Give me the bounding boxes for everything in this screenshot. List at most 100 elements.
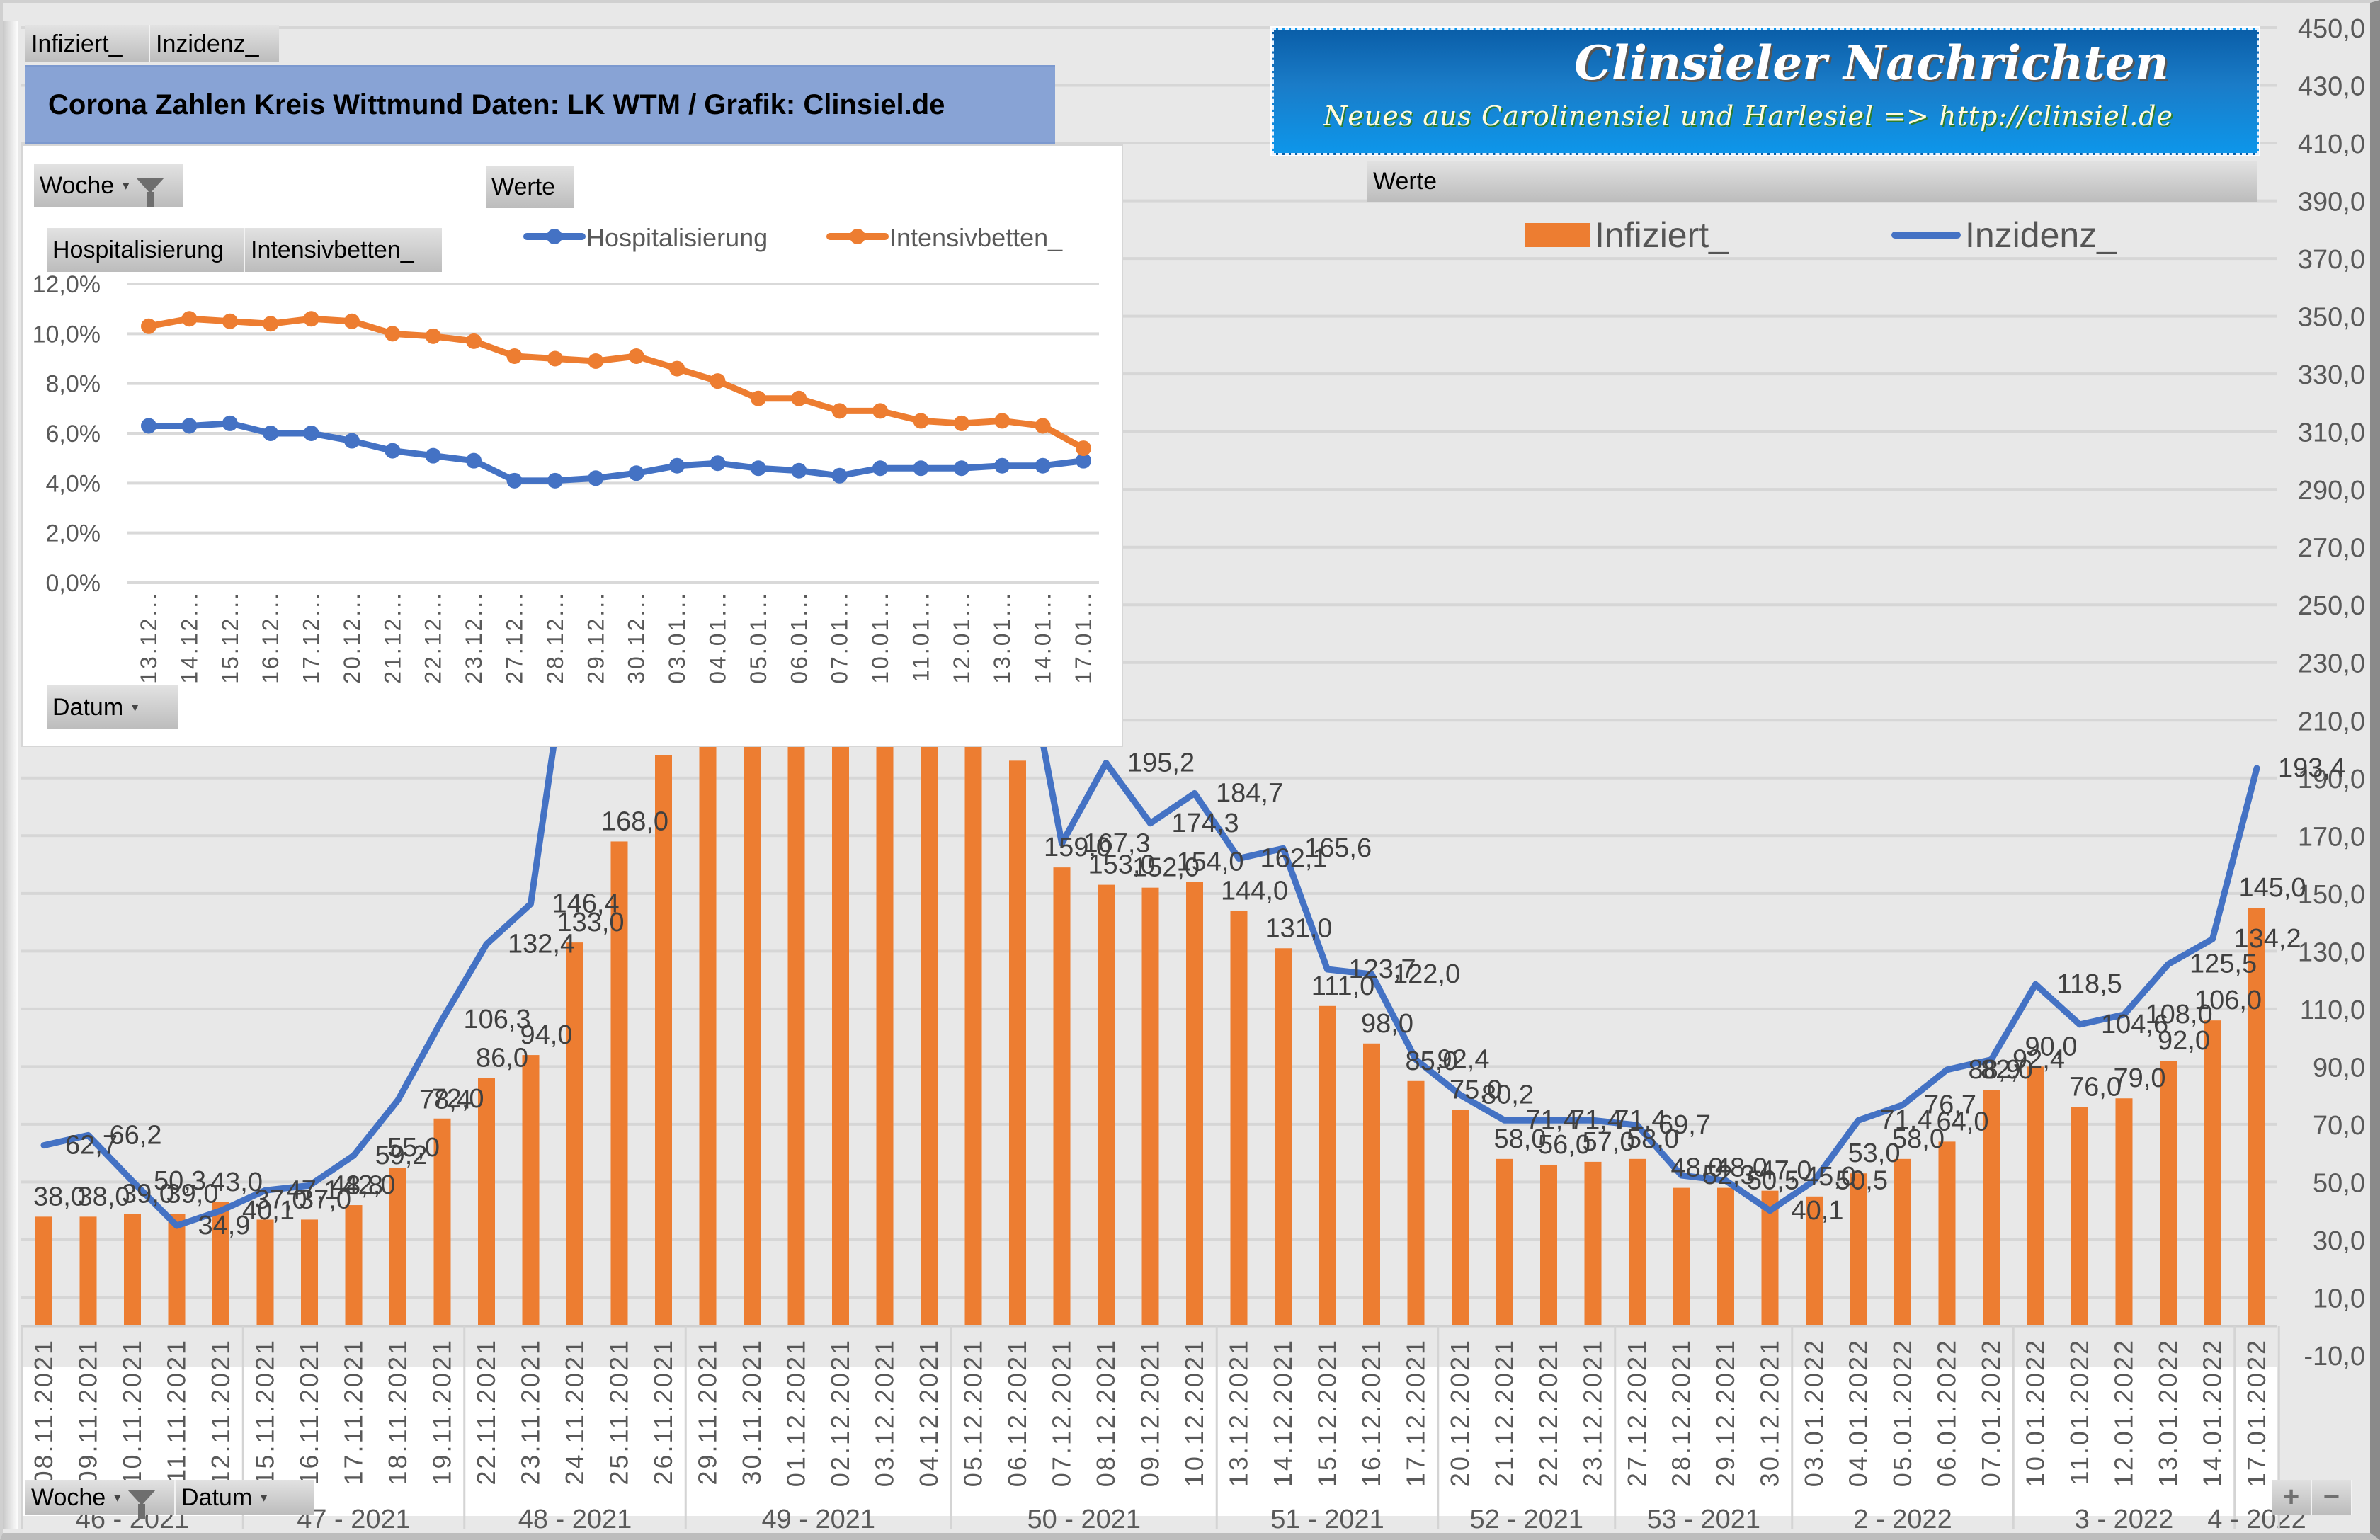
inzidenz-data-label: 34,9 (198, 1211, 251, 1240)
hospitalisierung-marker (547, 472, 563, 489)
y-tick-label: 350,0 (2298, 303, 2365, 333)
hospitalisation-inset-chart: Woche ▾ Werte Hospitalisierung Intensivb… (21, 144, 1123, 747)
infiziert-bar (566, 942, 583, 1357)
hospitalisierung-marker (222, 415, 238, 431)
main-data-labels: 38,038,039,039,043,037,037,042,055,072,0… (33, 748, 2345, 1240)
inset-x-category-label: 13.01... (989, 591, 1015, 684)
hospitalisierung-marker (343, 433, 360, 449)
inset-x-category-label: 30.12... (624, 591, 649, 684)
series-button-hospitalisierung[interactable]: Hospitalisierung (47, 228, 245, 272)
intensivbetten-marker (263, 316, 279, 332)
intensivbetten-marker (141, 318, 156, 334)
inset-x-category-label: 14.12... (176, 591, 202, 684)
inzidenz-data-label: 146,4 (552, 889, 620, 919)
x-category-label: 26.11.2021 (649, 1338, 678, 1485)
collapse-field-button[interactable]: − (2312, 1480, 2352, 1515)
intensivbetten-marker (913, 413, 929, 429)
y-tick-label: 370,0 (2298, 245, 2365, 275)
main-y-axis: 450,0 430,0 410,0 390,0 370,0 350,0 330,0 310,0… (2298, 14, 2365, 1371)
inset-x-category-label: 04.01... (705, 591, 730, 684)
inzidenz-data-label: 71,4 (1570, 1105, 1622, 1135)
infiziert-bar (787, 747, 805, 1357)
week-group-label: 49 - 2021 (761, 1505, 875, 1534)
x-category-label: 06.12.2021 (1003, 1338, 1032, 1487)
main-values-field-button[interactable]: Werte (1367, 161, 2257, 202)
infiziert-data-label: 39,0 (166, 1179, 219, 1209)
inzidenz-legend-line (1891, 232, 1961, 239)
expand-field-button[interactable]: + (2272, 1480, 2312, 1515)
x-category-label: 24.11.2021 (560, 1338, 589, 1485)
inzidenz-data-label: 118,5 (2057, 969, 2122, 999)
datum-axis-field-button[interactable]: Datum ▾ (176, 1480, 314, 1515)
x-category-label: 07.12.2021 (1047, 1338, 1076, 1487)
dropdown-icon: ▾ (123, 178, 130, 193)
x-category-label: 21.12.2021 (1490, 1338, 1519, 1487)
inset-x-category-label: 07.01... (827, 591, 853, 684)
main-x-axis: 08.11.2021 09.11.2021 10.11.2021 11.11.2021… (21, 1325, 2306, 1534)
inzidenz-data-label: 193,4 (2278, 753, 2345, 783)
inset-x-category-label: 05.01... (746, 591, 771, 684)
infiziert-data-label: 75,0 (1450, 1076, 1502, 1105)
hospitalisierung-marker (710, 455, 726, 472)
inzidenz-line-group (40, 705, 2260, 1229)
inzidenz-data-label: 40,1 (242, 1196, 295, 1226)
intensivbetten-marker (343, 313, 360, 329)
x-category-label: 12.11.2021 (206, 1338, 235, 1485)
infiziert-data-label: 76,0 (2069, 1072, 2122, 1102)
x-category-label: 08.12.2021 (1091, 1338, 1120, 1487)
inset-x-category-label: 22.12... (421, 591, 446, 684)
hospitalisierung-marker (994, 457, 1010, 474)
hospitalisierung-marker (263, 426, 279, 441)
intensivbetten-marker (872, 403, 889, 419)
inzidenz-data-label: 52,3 (1703, 1160, 1755, 1190)
x-category-label: 05.12.2021 (959, 1338, 988, 1487)
x-category-label: 18.11.2021 (383, 1338, 412, 1485)
x-category-label: 14.01.2022 (2198, 1338, 2227, 1487)
x-category-label: 15.12.2021 (1313, 1338, 1342, 1487)
inzidenz-data-label: 71,4 (1615, 1105, 1667, 1135)
category-band (21, 1367, 2277, 1516)
series-button-intensivbetten[interactable]: Intensivbetten_ (245, 228, 442, 272)
inzidenz-data-label: 104,6 (2101, 1010, 2168, 1039)
y-tick-label: 290,0 (2298, 476, 2365, 506)
intensivbetten-marker (750, 390, 766, 406)
inset-values-field-button[interactable]: Werte (486, 166, 574, 208)
infiziert-data-label: 48,0 (1715, 1153, 1767, 1183)
expand-collapse-buttons: + − (2272, 1480, 2352, 1515)
infiziert-bar (1983, 1090, 2000, 1357)
inset-x-category-label: 14.01... (1030, 591, 1056, 684)
x-category-label: 02.12.2021 (826, 1338, 855, 1487)
inset-y-tick-label: 4,0% (46, 470, 101, 497)
inset-chart-plot: Hospitalisierung Intensivbetten_ 12,0% 10… (33, 223, 1099, 684)
x-category-label: 23.12.2021 (1578, 1338, 1607, 1487)
infiziert-bar (1540, 1164, 1557, 1357)
inset-legend: Hospitalisierung Intensivbetten_ (523, 223, 1063, 252)
hospitalisierung-legend-marker (547, 229, 562, 244)
datum-axis-label: Datum (181, 1483, 253, 1511)
x-category-label: 25.11.2021 (605, 1338, 634, 1485)
woche-filter-button[interactable]: Woche ▾ (34, 164, 183, 207)
y-tick-label: 450,0 (2298, 14, 2365, 44)
pivot-tab-inzidenz[interactable]: Inzidenz_ (150, 25, 279, 62)
inset-y-axis: 12,0% 10,0% 8,0% 6,0% 4,0% 2,0% 0,0% (33, 271, 101, 597)
infiziert-bar (1230, 911, 1248, 1357)
infiziert-bar (389, 1168, 406, 1357)
y-tick-label: 150,0 (2298, 880, 2365, 910)
infiziert-bar (1098, 884, 1115, 1357)
infiziert-data-label: 153,0 (1088, 850, 1155, 880)
datum-axis-button[interactable]: Datum ▾ (47, 685, 178, 729)
infiziert-data-label: 38,0 (78, 1182, 130, 1211)
intensivbetten-marker (791, 390, 807, 406)
x-category-label: 16.12.2021 (1357, 1338, 1386, 1487)
infiziert-bar (1894, 1158, 1911, 1357)
woche-axis-field-button[interactable]: Woche ▾ (25, 1480, 176, 1519)
infiziert-bar (2071, 1107, 2088, 1357)
inset-y-tick-label: 2,0% (46, 520, 101, 547)
pivot-tab-infiziert[interactable]: Infiziert_ (25, 25, 150, 62)
infiziert-bar (921, 747, 938, 1357)
inzidenz-data-label: 47,1 (287, 1175, 339, 1205)
y-tick-label: 410,0 (2298, 130, 2365, 159)
inzidenz-data-label: 76,7 (1924, 1090, 1976, 1120)
x-category-label: 22.12.2021 (1534, 1338, 1563, 1487)
legend-infiziert-label: Infiziert_ (1595, 215, 1729, 255)
